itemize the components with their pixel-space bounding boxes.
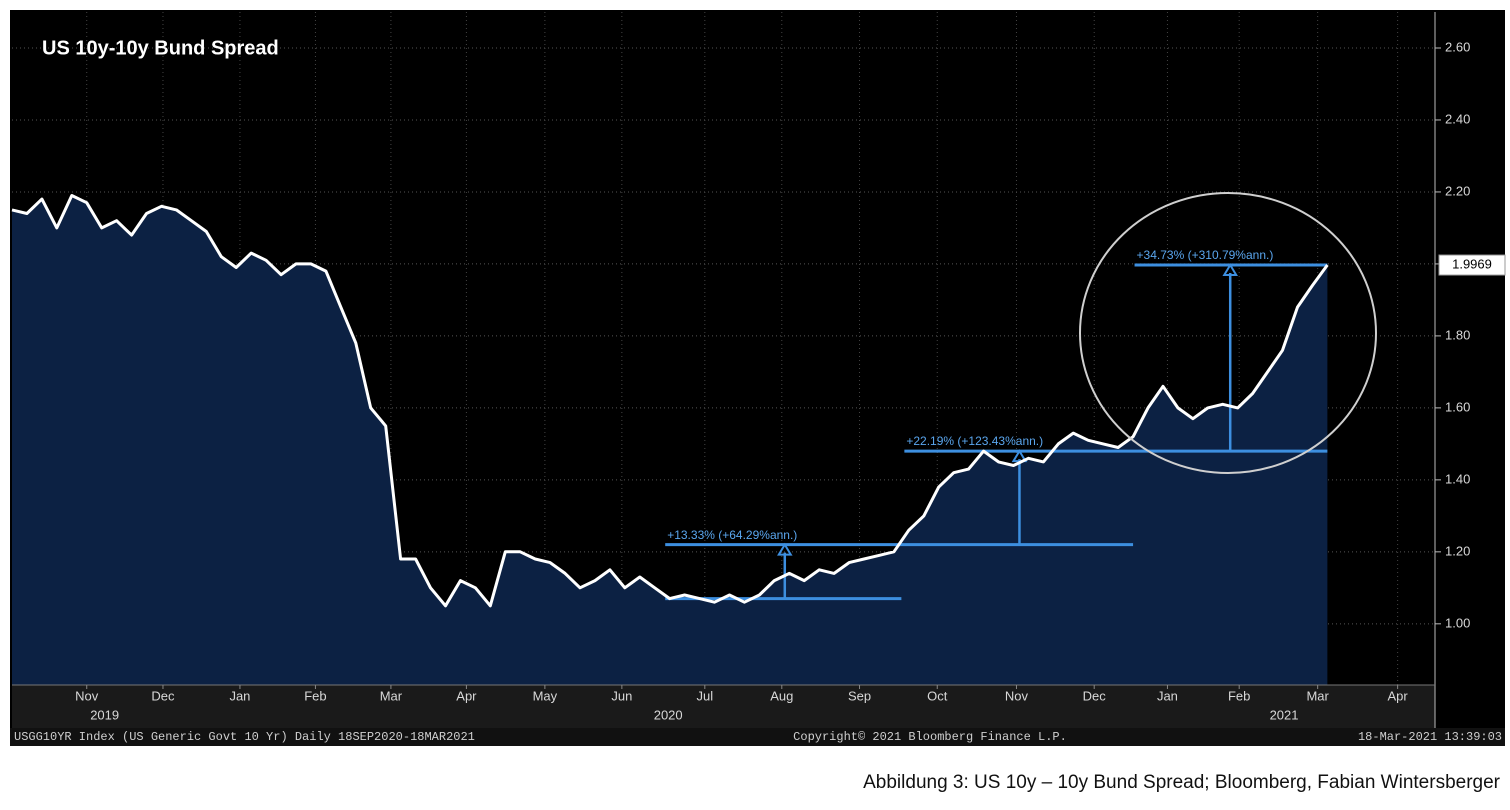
x-tick-label: Mar (380, 688, 403, 703)
y-tick-label: 1.40 (1445, 471, 1470, 486)
x-tick-label: May (533, 688, 558, 703)
y-tick-label: 1.20 (1445, 543, 1470, 558)
year-label: 2021 (1270, 707, 1299, 722)
measure-label: +22.19% (+123.43%ann.) (906, 434, 1043, 448)
area-layer (12, 195, 1328, 685)
y-tick-label: 1.80 (1445, 327, 1470, 342)
x-tick-label: Jan (1157, 688, 1178, 703)
annotations: +13.33% (+64.29%ann.) +22.19% (+123.43%an… (665, 248, 1328, 601)
x-tick-label: Feb (304, 688, 326, 703)
footer-center: Copyright© 2021 Bloomberg Finance L.P. (793, 730, 1067, 744)
x-tick-label: Dec (1083, 688, 1107, 703)
chart-title: US 10y-10y Bund Spread (42, 37, 279, 59)
measure-label: +34.73% (+310.79%ann.) (1137, 248, 1274, 262)
y-tick-label: 1.60 (1445, 399, 1470, 414)
y-tick-label: 1.00 (1445, 615, 1470, 630)
y-tick-label: 2.40 (1445, 111, 1470, 126)
x-tick-label: Dec (151, 688, 175, 703)
line (11, 194, 1329, 608)
x-tick-label: Feb (1228, 688, 1250, 703)
x-tick-label: Nov (75, 688, 99, 703)
y-tick-label: 2.60 (1445, 39, 1470, 54)
x-tick-label: Apr (1388, 688, 1409, 703)
footer-band (10, 728, 1505, 746)
area (12, 195, 1328, 685)
y-tick-label: 2.20 (1445, 183, 1470, 198)
x-tick-label: Jul (697, 688, 714, 703)
x-tick-label: Jun (611, 688, 632, 703)
x-tick-label: Mar (1306, 688, 1329, 703)
x-tick-label: Apr (456, 688, 477, 703)
year-label: 2020 (654, 707, 683, 722)
year-label: 2019 (90, 707, 119, 722)
measure-label: +13.33% (+64.29%ann.) (667, 528, 797, 542)
line-layer (11, 194, 1329, 608)
highlight-circle (1079, 192, 1377, 474)
x-tick-label: Aug (770, 688, 793, 703)
caption: Abbildung 3: US 10y – 10y Bund Spread; B… (863, 772, 1501, 793)
last-value-label: 1.9969 (1452, 256, 1492, 271)
x-tick-label: Oct (927, 688, 948, 703)
arrow-head (777, 542, 793, 556)
x-tick-label: Sep (848, 688, 871, 703)
footer-left: USGG10YR Index (US Generic Govt 10 Yr) D… (14, 730, 475, 744)
footer-right: 18-Mar-2021 13:39:03 (1358, 730, 1502, 744)
last-value-box (1438, 254, 1506, 276)
x-tick-label: Nov (1005, 688, 1029, 703)
x-tick-label: Jan (229, 688, 250, 703)
arrow-head (1222, 263, 1238, 277)
x-axis-band (12, 685, 1435, 728)
